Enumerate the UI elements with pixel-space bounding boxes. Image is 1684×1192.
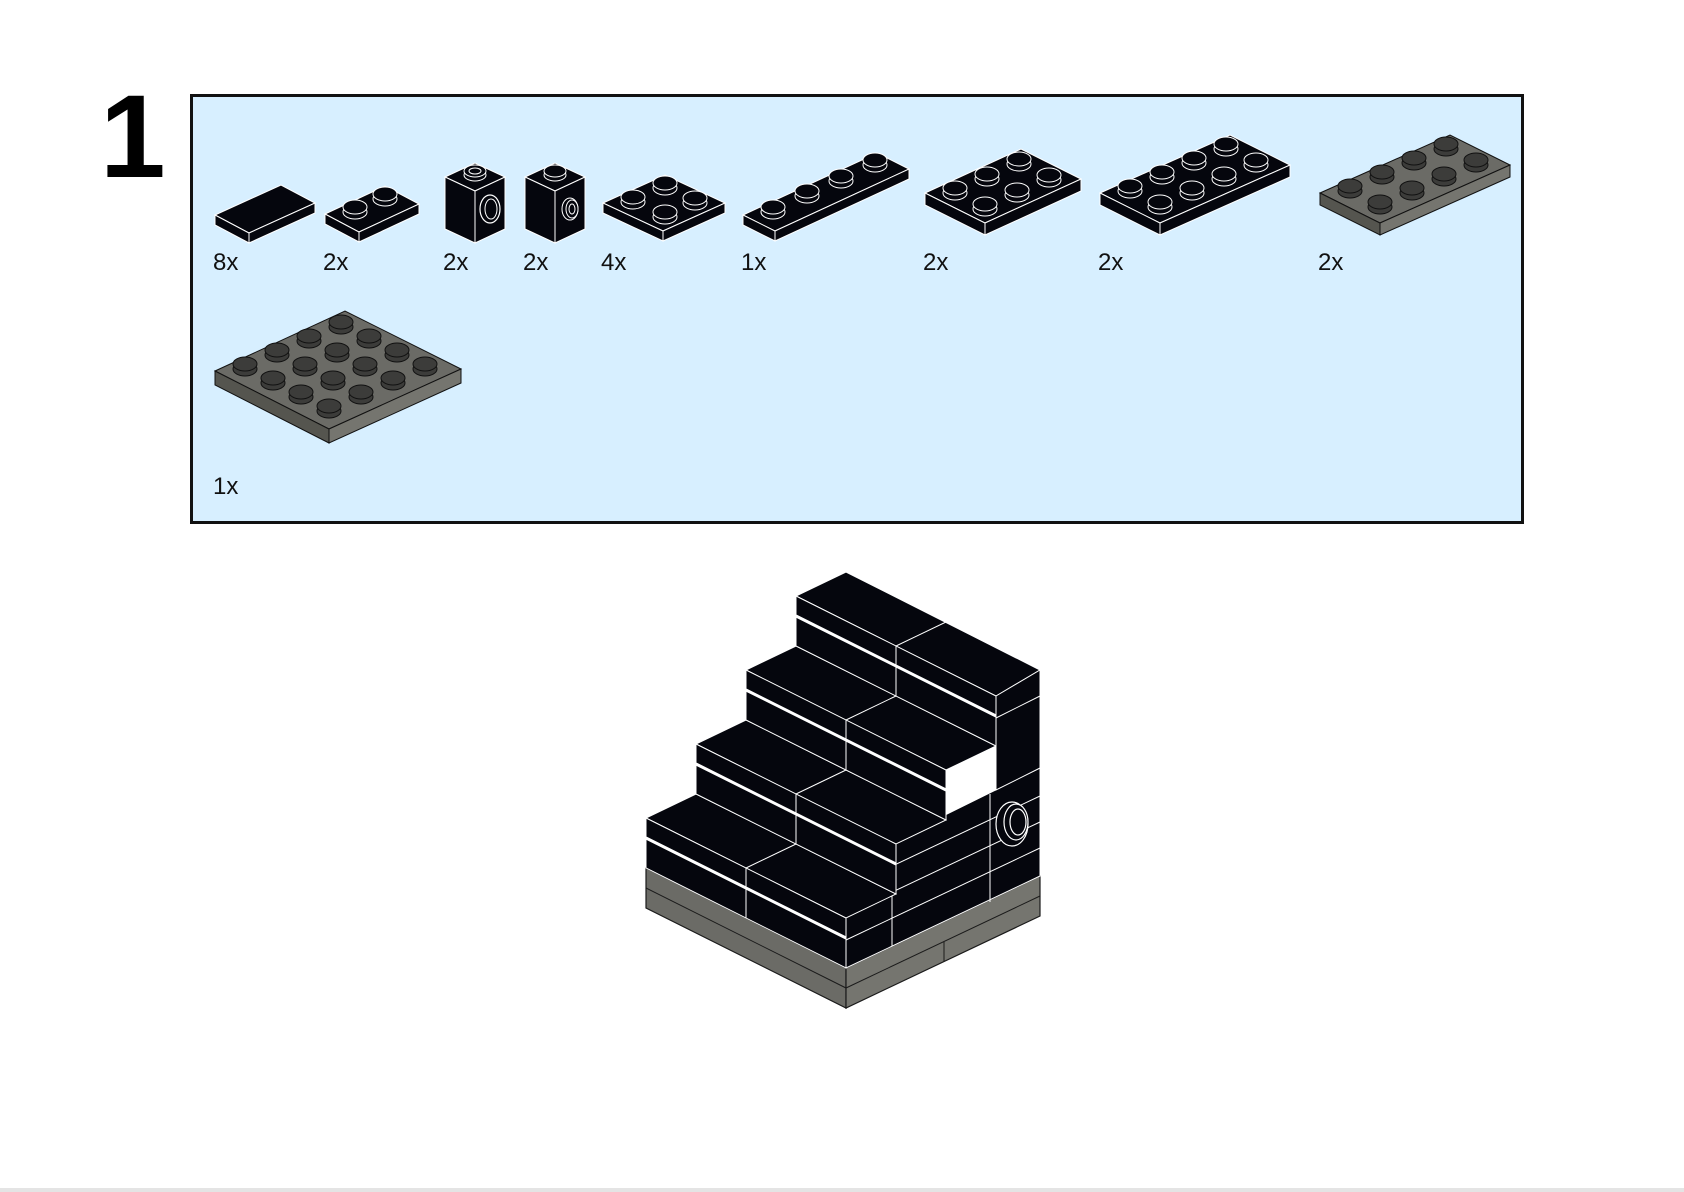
part-quantity: 4x — [601, 249, 627, 276]
plate-2x2-icon — [601, 174, 727, 242]
page-bottom-border — [0, 1188, 1684, 1192]
plate-4x4-gray-icon — [213, 310, 463, 444]
part-quantity: 8x — [213, 249, 239, 276]
plate-1x4-icon — [741, 152, 911, 242]
part-quantity: 2x — [923, 249, 949, 276]
part-plate-2x4: 2x — [1098, 127, 1298, 276]
stair-step-2 — [694, 719, 948, 895]
part-plate-2x3: 2x — [923, 139, 1088, 276]
part-plate-4x4-gray: 1x — [213, 303, 468, 503]
part-quantity: 1x — [741, 249, 767, 276]
part-brick-1x1-side-stud: 2x — [523, 157, 593, 276]
assembled-model — [644, 571, 1042, 1009]
part-plate-1x2: 2x — [323, 172, 423, 276]
part-quantity: 2x — [323, 249, 349, 276]
stair-step-3 — [744, 645, 998, 821]
part-quantity: 2x — [1098, 249, 1124, 276]
part-quantity: 2x — [443, 249, 469, 276]
side-stud-icon — [995, 801, 1029, 847]
part-tile-1x2: 8x — [213, 177, 323, 276]
plate-1x2-icon — [323, 185, 421, 243]
part-plate-1x4: 1x — [741, 145, 916, 276]
plate-2x4-gray-icon — [1318, 134, 1512, 236]
stair-step-1 — [644, 793, 898, 969]
stair-step-4 — [794, 571, 1042, 791]
tile-1x2-icon — [213, 184, 317, 244]
step-number: 1 — [100, 71, 166, 203]
part-technic-brick-1x1: 2x — [443, 157, 513, 276]
technic-brick-icon — [443, 162, 507, 244]
part-quantity: 2x — [1318, 249, 1344, 276]
part-quantity: 2x — [523, 249, 549, 276]
plate-2x4-icon — [1098, 134, 1292, 236]
part-plate-2x2: 4x — [601, 157, 731, 276]
plate-2x3-icon — [923, 148, 1083, 236]
part-quantity: 1x — [213, 473, 239, 500]
parts-list-panel: 8x 2x 2x — [190, 94, 1524, 524]
part-plate-2x4-gray: 2x — [1318, 127, 1518, 276]
brick-side-stud-icon — [523, 162, 587, 244]
